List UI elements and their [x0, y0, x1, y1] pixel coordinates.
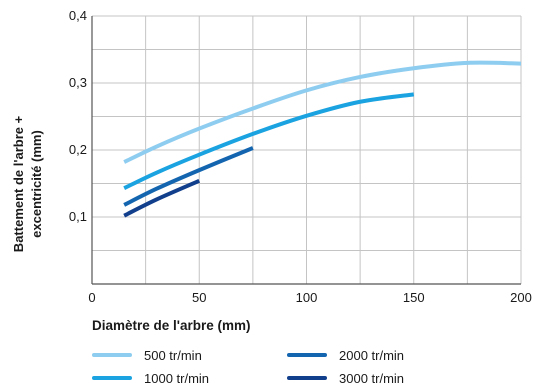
x-tick-label: 200 — [510, 290, 532, 305]
x-tick-label: 0 — [88, 290, 95, 305]
legend-item-500: 500 tr/min — [92, 346, 202, 364]
x-axis-ticks: 0 50 100 150 200 — [88, 290, 531, 305]
y-tick-label: 0,4 — [69, 8, 87, 23]
x-tick-label: 150 — [403, 290, 425, 305]
legend-swatch-1000 — [92, 376, 132, 380]
y-axis-ticks: 0,1 0,2 0,3 0,4 — [69, 8, 87, 224]
legend-item-3000: 3000 tr/min — [287, 369, 404, 387]
y-tick-label: 0,2 — [69, 142, 87, 157]
legend-label-1000: 1000 tr/min — [144, 370, 210, 386]
y-axis-label-line-1: Battement de l'arbre + — [11, 115, 26, 252]
series-line-3 — [123, 178, 201, 218]
legend-item-2000: 2000 tr/min — [287, 346, 404, 364]
series-line-1 — [123, 92, 415, 190]
y-axis-label-line-2: excentricité (mm) — [29, 130, 44, 238]
x-tick-label: 50 — [192, 290, 206, 305]
legend-swatch-500 — [92, 353, 132, 357]
grid — [91, 15, 522, 285]
legend-label-3000: 3000 tr/min — [339, 370, 405, 386]
legend-label-2000: 2000 tr/min — [339, 347, 405, 363]
series-lines — [123, 60, 522, 218]
legend-swatch-3000 — [287, 376, 327, 380]
legend-label-500: 500 tr/min — [144, 347, 202, 363]
y-tick-label: 0,3 — [69, 75, 87, 90]
x-tick-label: 100 — [296, 290, 318, 305]
legend-item-1000: 1000 tr/min — [92, 369, 209, 387]
legend-swatch-2000 — [287, 353, 327, 357]
y-tick-label: 0,1 — [69, 209, 87, 224]
series-line-0 — [123, 60, 522, 164]
x-axis-label: Diamètre de l'arbre (mm) — [92, 318, 251, 333]
series-line-2 — [123, 146, 254, 207]
